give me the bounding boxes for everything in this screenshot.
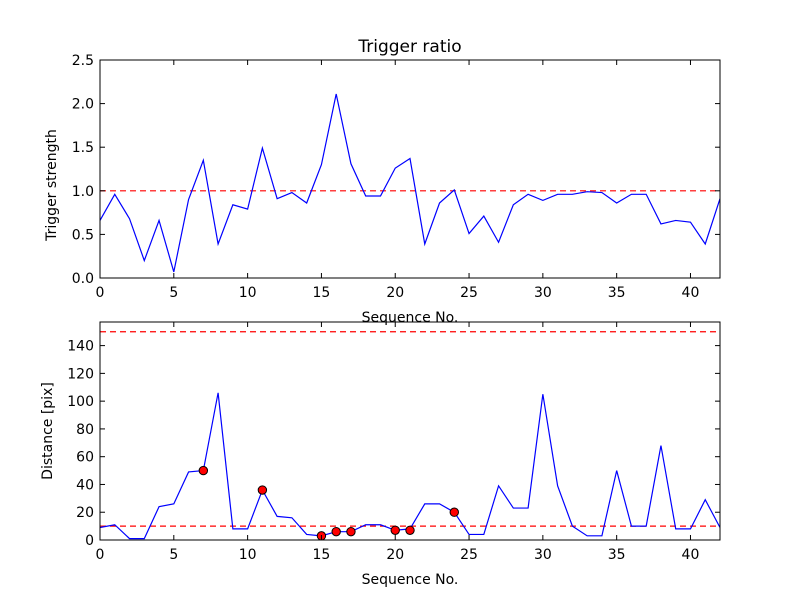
axis-ticks: 0 5 10 15 20 25 30 35 40 0 20 40 60 80 100 120 140 xyxy=(67,322,720,563)
y-tick-label: 0 xyxy=(85,533,94,549)
data-point-marker xyxy=(198,465,209,476)
plot-frame xyxy=(99,59,721,279)
data-point-marker xyxy=(346,526,356,537)
x-tick-label: 5 xyxy=(169,285,178,301)
x-tick-label: 0 xyxy=(96,285,105,301)
x-tick-label: 30 xyxy=(534,547,552,563)
x-tick-label: 40 xyxy=(682,547,700,563)
markers xyxy=(198,465,459,541)
x-axis-label: Sequence No. xyxy=(362,310,459,326)
y-axis-label: Distance [pix] xyxy=(40,382,56,480)
chart-title: Trigger ratio xyxy=(357,37,461,57)
data-point-marker xyxy=(257,485,268,495)
y-tick-label: 100 xyxy=(67,394,94,410)
x-tick-label: 15 xyxy=(313,285,331,301)
x-tick-label: 35 xyxy=(608,285,626,301)
y-tick-label: 120 xyxy=(67,366,94,382)
y-tick-label: 0.0 xyxy=(72,271,94,287)
series-lines xyxy=(99,93,721,273)
data-point-marker xyxy=(449,507,459,517)
y-axis-label: Trigger strength xyxy=(44,129,60,242)
y-tick-label: 0.5 xyxy=(72,227,94,243)
x-tick-label: 25 xyxy=(460,547,478,563)
y-tick-label: 2.5 xyxy=(72,53,94,69)
y-tick-label: 80 xyxy=(76,422,94,438)
x-tick-label: 10 xyxy=(239,285,257,301)
y-tick-label: 60 xyxy=(76,450,94,466)
x-tick-label: 30 xyxy=(534,285,552,301)
x-tick-label: 5 xyxy=(169,547,178,563)
trigger-ratio-panel: Trigger ratio Trigger strength Sequence … xyxy=(44,37,721,326)
x-tick-label: 25 xyxy=(460,285,478,301)
y-tick-label: 1.0 xyxy=(72,184,94,200)
series-line-0 xyxy=(99,93,721,273)
x-tick-label: 20 xyxy=(386,285,404,301)
x-tick-label: 35 xyxy=(608,547,626,563)
x-tick-label: 15 xyxy=(313,547,331,563)
plot-frame xyxy=(99,321,721,541)
distance-panel: Distance [pix] Sequence No. 0 5 10 15 20 25 30… xyxy=(40,321,721,588)
y-tick-label: 20 xyxy=(76,505,94,521)
x-tick-label: 20 xyxy=(386,547,404,563)
x-tick-label: 10 xyxy=(239,547,257,563)
y-tick-label: 140 xyxy=(67,339,94,355)
x-tick-label: 40 xyxy=(682,285,700,301)
data-point-marker xyxy=(331,526,341,537)
axis-ticks: 0 5 10 15 20 25 30 35 40 0.0 0.5 1.0 1.5 2.0 2.5 xyxy=(72,53,720,301)
data-point-marker xyxy=(390,525,400,535)
y-tick-label: 1.5 xyxy=(72,140,94,156)
y-tick-label: 2.0 xyxy=(72,97,94,113)
x-axis-label: Sequence No. xyxy=(362,572,459,588)
x-tick-label: 0 xyxy=(96,547,105,563)
data-point-marker xyxy=(405,525,415,535)
y-tick-label: 40 xyxy=(76,477,94,493)
